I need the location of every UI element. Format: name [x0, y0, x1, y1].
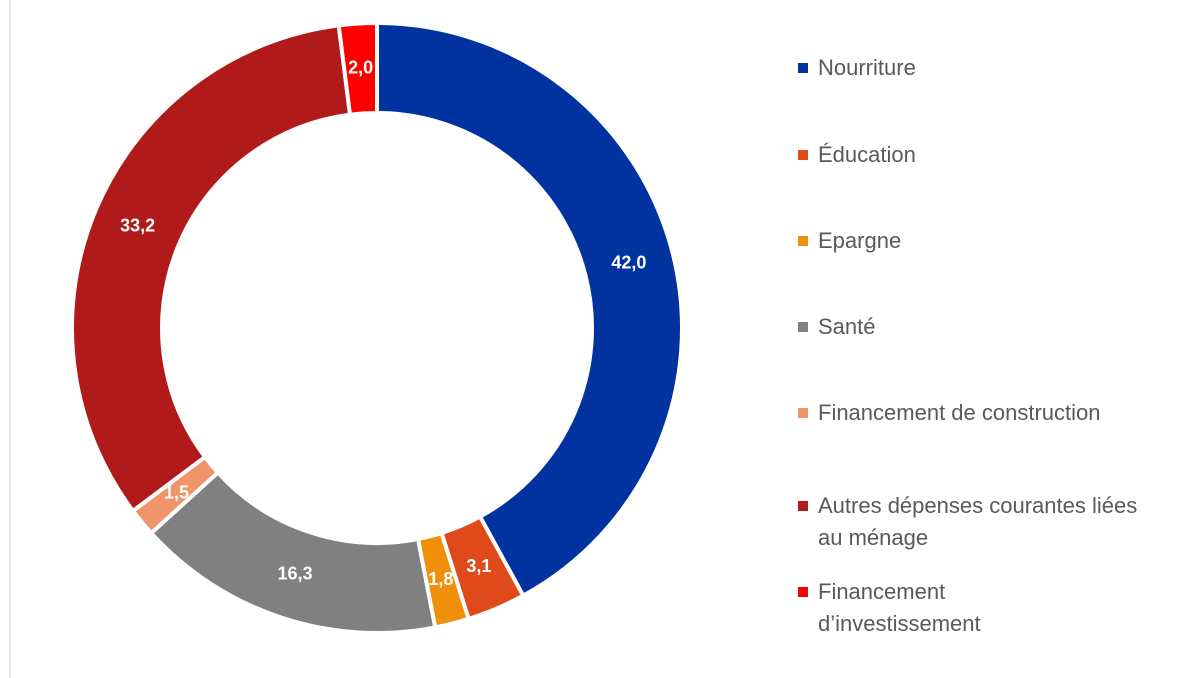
- data-label: 1,8: [428, 569, 453, 589]
- legend-label: Financement de construction: [818, 400, 1101, 425]
- legend-item: Nourriture: [798, 52, 1158, 84]
- legend-label: Autres dépenses courantes liées au ménag…: [818, 493, 1138, 550]
- legend-swatch: [798, 408, 808, 418]
- legend-item: Santé: [798, 311, 1158, 343]
- legend-swatch: [798, 587, 808, 597]
- legend-swatch: [798, 63, 808, 73]
- legend-label: Epargne: [818, 228, 902, 253]
- legend-item: Epargne: [798, 225, 1158, 257]
- data-label: 1,5: [164, 482, 189, 502]
- legend-label: Nourriture: [818, 55, 916, 80]
- legend-item: Autres dépenses courantes liées au ménag…: [798, 490, 1138, 554]
- data-label: 42,0: [611, 252, 646, 272]
- donut-segment: [70, 23, 353, 514]
- legend-label: Santé: [818, 314, 876, 339]
- legend-swatch: [798, 322, 808, 332]
- data-label: 33,2: [120, 215, 155, 235]
- data-label: 2,0: [348, 57, 373, 77]
- donut-segment: [375, 20, 684, 599]
- legend-item: Financement d’investissement: [798, 576, 998, 640]
- legend-item: Éducation: [798, 139, 1158, 171]
- data-label: 3,1: [466, 556, 491, 576]
- donut-segment: [336, 20, 379, 117]
- legend-item: Financement de construction: [798, 397, 1178, 429]
- legend-swatch: [798, 501, 808, 511]
- legend-label: Financement d’investissement: [818, 579, 981, 636]
- data-label: 16,3: [278, 563, 313, 583]
- legend-label: Éducation: [818, 142, 916, 167]
- legend-swatch: [798, 150, 808, 160]
- legend-swatch: [798, 236, 808, 246]
